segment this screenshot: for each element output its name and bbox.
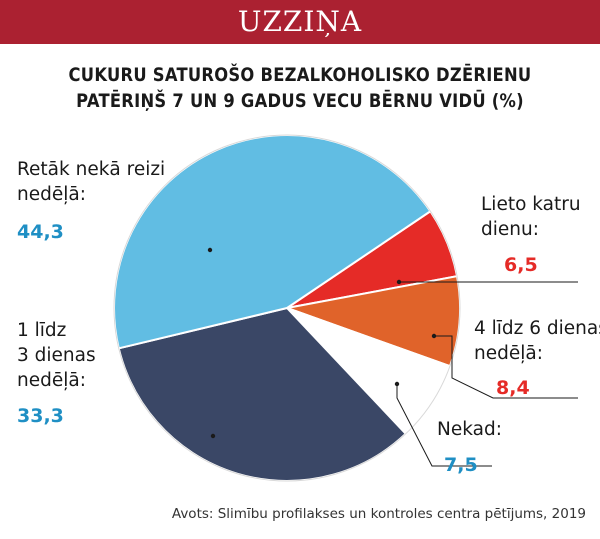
leader-dot-0: [396, 279, 402, 285]
slice-label-4: Retāk nekā reizi nedēļā:: [17, 159, 165, 205]
chart-title: CUKURU SATUROŠO BEZALKOHOLISKO DZĒRIENU …: [42, 62, 558, 114]
slice-label-3: 1 līdz 3 dienas nedēļā:: [17, 320, 96, 391]
leader-dot-2: [394, 381, 400, 387]
chart-title-line-2: PATĒRIŅŠ 7 UN 9 GADUS VECU BĒRNU VIDŪ (%…: [76, 90, 524, 112]
slice-label-0: Lieto katru dienu:: [481, 194, 581, 240]
slice-label-1: 4 līdz 6 dienas nedēļā:: [474, 318, 600, 364]
header-banner: UZZIŅA: [0, 0, 600, 44]
slice-value-1: 8,4: [496, 377, 530, 399]
source-note: Avots: Slimību profilakses un kontroles …: [171, 506, 586, 522]
banner-title: UZZIŅA: [237, 5, 363, 38]
leader-line-1: [434, 335, 578, 399]
slice-value-2: 7,5: [444, 454, 478, 476]
slice-label-2: Nekad:: [437, 419, 502, 440]
leader-dot-1: [431, 333, 437, 339]
leader-dot-4: [207, 247, 213, 253]
slice-value-3: 33,3: [17, 405, 64, 427]
chart-title-line-1: CUKURU SATUROŠO BEZALKOHOLISKO DZĒRIENU: [68, 64, 532, 86]
slice-value-4: 44,3: [17, 221, 64, 243]
leader-line-2: [396, 384, 492, 467]
slice-value-0: 6,5: [504, 254, 538, 276]
leader-dot-3: [210, 433, 216, 439]
pie-outline: [113, 134, 461, 482]
